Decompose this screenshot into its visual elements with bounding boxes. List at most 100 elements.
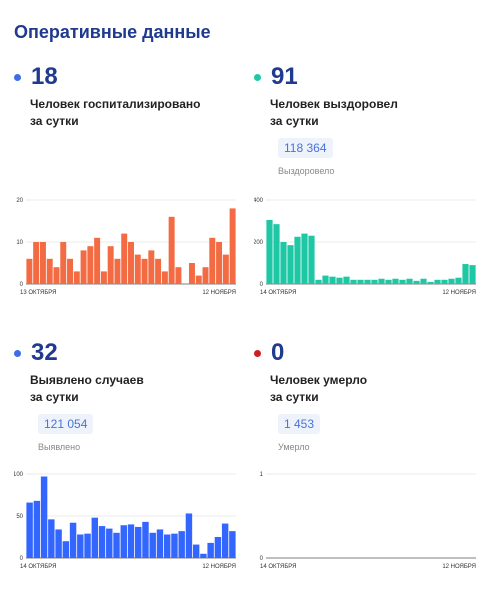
chart-bar (294, 236, 301, 284)
chart-bar (378, 278, 385, 284)
chart-bar (69, 522, 77, 558)
chart-bar (413, 280, 420, 284)
chart-bar (127, 524, 135, 558)
chart-bar (163, 534, 171, 558)
chart-bar (385, 279, 392, 284)
hospitalized-chart: 0 10 20 13 ОКТЯБРЯ 12 НОЯБРЯ (14, 192, 244, 302)
caption-line-2: за сутки (270, 114, 319, 128)
caption-line-2: за сутки (30, 114, 79, 128)
chart-bar (216, 242, 223, 284)
y-tick-label: 0 (20, 556, 24, 562)
x-end-label: 12 НОЯБРЯ (202, 290, 236, 296)
chart-bar (135, 526, 142, 558)
panel-recovered: 91 Человек выздоровел за сутки 118 364 В… (254, 62, 484, 332)
chart-bar (168, 216, 175, 284)
chart-bar (455, 277, 462, 284)
chart-bar (77, 534, 84, 558)
detected-value: 32 (31, 339, 58, 366)
chart-bar (273, 224, 280, 284)
chart-bar (60, 242, 67, 284)
hospitalized-value: 18 (31, 63, 58, 90)
chart-bar (178, 531, 185, 558)
chart-bar (441, 279, 448, 284)
panel-hospitalized: 18 Человек госпитализировано за сутки 0 1… (14, 62, 244, 332)
recovered-chart-svg: 0 200 400 14 ОКТЯБРЯ 12 НОЯБРЯ (254, 198, 476, 296)
chart-bar (39, 242, 46, 284)
chart-bar (434, 279, 441, 284)
chart-bar (392, 278, 399, 284)
chart-bar (301, 233, 308, 284)
recovered-caption: Человек выздоровел за сутки (270, 96, 470, 130)
chart-bar (98, 526, 106, 558)
bullet-dot-icon (14, 73, 21, 81)
chart-bar (171, 533, 178, 558)
chart-bar (87, 246, 94, 284)
y-tick-label: 1 (260, 472, 264, 478)
chart-bar (175, 267, 182, 284)
chart-bar (48, 519, 55, 558)
chart-bar (53, 267, 60, 284)
y-tick-label: 400 (254, 198, 264, 204)
chart-bar (128, 242, 134, 284)
chart-bar (427, 281, 434, 284)
chart-bar (55, 529, 62, 558)
chart-bar (406, 278, 413, 284)
chart-bar (121, 233, 128, 284)
chart-bar (149, 532, 156, 558)
deaths-caption: Человек умерло за сутки (270, 372, 470, 406)
chart-bar (100, 271, 107, 284)
chart-bar (222, 254, 229, 284)
chart-bar (46, 258, 53, 284)
chart-bar (33, 242, 40, 284)
deaths-total: 1 453 (278, 414, 321, 434)
x-end-label: 12 НОЯБРЯ (202, 564, 236, 570)
x-start-label: 13 ОКТЯБРЯ (20, 290, 57, 296)
caption-line-1: Человек умерло (270, 373, 368, 387)
chart-bar (399, 279, 406, 284)
y-tick-label: 100 (14, 472, 24, 478)
x-end-label: 12 НОЯБРЯ (442, 290, 476, 296)
chart-bar (62, 541, 70, 558)
bullet-dot-icon (254, 349, 261, 357)
chart-bar (84, 533, 91, 558)
detected-total-label: Выявлено (38, 442, 81, 452)
chart-bar (33, 500, 41, 558)
chart-bar (462, 264, 469, 284)
caption-line-2: за сутки (30, 390, 79, 404)
detected-total: 121 054 (38, 414, 94, 434)
chart-bar (192, 544, 200, 558)
x-end-label: 12 НОЯБРЯ (442, 564, 476, 570)
chart-bar (26, 258, 33, 284)
caption-line-1: Выявлено случаев (30, 373, 144, 387)
chart-bar (229, 531, 236, 558)
deaths-chart: 0 1 14 ОКТЯБРЯ 12 НОЯБРЯ (254, 466, 484, 576)
y-tick-label: 0 (20, 282, 24, 288)
chart-bar (357, 279, 364, 284)
chart-bar (207, 542, 214, 558)
chart-bar (287, 245, 294, 284)
chart-bar (420, 278, 427, 284)
detected-caption: Выявлено случаев за сутки (30, 372, 230, 406)
chart-bar (229, 208, 236, 284)
deaths-chart-svg: 0 1 14 ОКТЯБРЯ 12 НОЯБРЯ (260, 472, 476, 570)
caption-line-1: Человек госпитализировано (30, 97, 201, 111)
chart-bar (200, 553, 207, 558)
chart-bar (195, 275, 202, 284)
chart-bar (209, 237, 216, 284)
chart-bar (266, 219, 273, 284)
chart-bar (114, 258, 121, 284)
y-tick-label: 200 (254, 240, 264, 246)
chart-bar (188, 263, 195, 284)
chart-bar (141, 258, 148, 284)
y-tick-label: 0 (260, 282, 264, 288)
x-start-label: 14 ОКТЯБРЯ (20, 564, 57, 570)
y-tick-label: 20 (16, 198, 23, 204)
y-tick-label: 50 (16, 514, 23, 520)
chart-bar (350, 279, 357, 284)
chart-bar (185, 513, 193, 558)
chart-bar (148, 250, 155, 284)
chart-bar (221, 523, 229, 558)
chart-bar (214, 537, 222, 558)
recovered-total-label: Выздоровело (278, 166, 335, 176)
chart-bar (322, 275, 329, 284)
